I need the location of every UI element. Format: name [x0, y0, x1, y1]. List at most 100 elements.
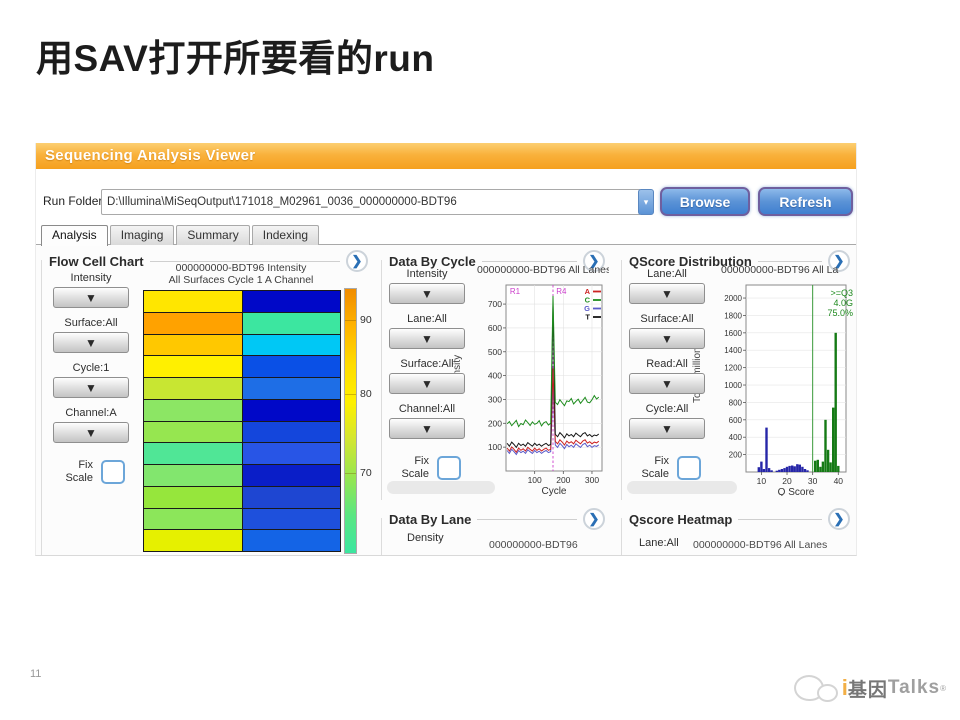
qscore-controls: Lane:All ▼ Surface:All ▼ Read:All ▼ Cycle:All ▼ [621, 264, 713, 448]
svg-text:100: 100 [488, 442, 502, 452]
logo-text: i [841, 675, 848, 700]
tab-analysis[interactable]: Analysis [41, 225, 108, 246]
divider [481, 260, 577, 262]
flow-cell-chart-title: 000000000-BDT96 Intensity All Surfaces C… [139, 262, 343, 286]
tab-indexing[interactable]: Indexing [251, 225, 320, 245]
slide-title: 用SAV打开所要看的run [36, 38, 435, 79]
divider [477, 518, 577, 520]
svg-text:600: 600 [488, 323, 502, 333]
channel-a-dropdown-button[interactable]: ▼ [53, 422, 129, 443]
read-all-dropdown-button[interactable]: ▼ [629, 373, 705, 394]
browse-button[interactable]: Browse [660, 187, 750, 216]
triangle-down-icon: ▼ [421, 421, 433, 436]
logo-text: 基因 [847, 679, 888, 701]
tab-bar: Analysis Imaging Summary Indexing [41, 225, 320, 246]
svg-text:200: 200 [488, 418, 502, 428]
colorbar-tick: 80 [345, 387, 372, 400]
dropdown-label: Channel:A [65, 407, 117, 419]
svg-text:100: 100 [528, 475, 542, 485]
triangle-down-icon: ▼ [85, 290, 97, 305]
svg-text:400: 400 [488, 371, 502, 381]
data-by-cycle-chart: 100 200 300 400 500 600 700 100 200 300 Cycle R1 R4 A… [476, 279, 610, 501]
panel-expand-button[interactable]: ❯ [828, 250, 850, 272]
fix-scale-label: Fix Scale [401, 455, 429, 480]
tab-summary[interactable]: Summary [176, 225, 250, 245]
tab-imaging[interactable]: Imaging [109, 225, 175, 245]
qscore-heatmap-chart-title: 000000000-BDT96 All Lanes [693, 539, 828, 551]
panel-border [621, 518, 622, 555]
svg-text:800: 800 [729, 398, 743, 407]
refresh-button[interactable]: Refresh [758, 187, 853, 216]
flowcell-tile [144, 356, 242, 377]
chart-title-line2: All Surfaces Cycle 1 A Channel [168, 274, 314, 286]
flowcell-tile [144, 291, 242, 312]
surface-all-dropdown-button[interactable]: ▼ [629, 328, 705, 349]
svg-text:75.0%: 75.0% [827, 308, 853, 318]
intensity-dropdown-button[interactable]: ▼ [389, 283, 465, 304]
cycle-1-dropdown-button[interactable]: ▼ [53, 377, 129, 398]
flowcell-tile [144, 443, 242, 464]
flowcell-tile [144, 421, 242, 443]
cycle-all-dropdown-button[interactable]: ▼ [629, 418, 705, 439]
flowcell-tile [144, 378, 242, 399]
surface-all-dropdown-button[interactable]: ▼ [389, 373, 465, 394]
flowcell-tile [242, 312, 340, 334]
intensity-dropdown-button[interactable]: ▼ [53, 287, 129, 308]
flowcell-tile [242, 421, 340, 443]
dropdown-label: Lane:All [407, 313, 447, 325]
flowcell-tile [144, 312, 242, 334]
panel-expand-button[interactable]: ❯ [828, 508, 850, 530]
lane-all-dropdown-button[interactable]: ▼ [389, 328, 465, 349]
fix-scale-checkbox[interactable] [101, 460, 125, 484]
scrollbar[interactable] [387, 481, 495, 494]
flow-cell-controls: Intensity ▼ Surface:All ▼ Cycle:1 ▼ Channel:A ▼ [45, 268, 137, 452]
svg-text:4.0G: 4.0G [833, 298, 853, 308]
scrollbar[interactable] [627, 481, 737, 494]
dropdown-label: Read:All [646, 358, 688, 370]
data-by-cycle-controls: Intensity ▼ Lane:All ▼ Surface:All ▼ Channel:A… [381, 264, 473, 448]
svg-text:Cycle: Cycle [541, 486, 566, 496]
panel-expand-button[interactable]: ❯ [346, 250, 368, 272]
triangle-down-icon: ▼ [661, 286, 673, 301]
qscore-distribution-chart: 200 400 600 800 1000 1200 1400 1600 1800 2000 10 20… [714, 279, 854, 501]
flowcell-tile [144, 465, 242, 486]
colorbar-tick: 90 [345, 313, 372, 326]
lane-all-dropdown-button[interactable]: ▼ [629, 283, 705, 304]
panel-title: Flow Cell Chart [49, 253, 144, 269]
app-title: Sequencing Analysis Viewer [45, 147, 256, 164]
flowcell-tile [242, 508, 340, 530]
colorbar-ticks: 90 80 70 [344, 288, 384, 552]
run-folder-input[interactable] [101, 189, 641, 215]
channel-all-dropdown-button[interactable]: ▼ [389, 418, 465, 439]
dropdown-label: Cycle:1 [72, 362, 110, 374]
qscore-distribution-panel: QScore Distribution ❯ Lane:All ▼ Surface:A… [621, 250, 856, 500]
fix-scale-checkbox[interactable] [677, 456, 701, 480]
panel-border [381, 260, 382, 500]
qscore-heatmap-panel: Qscore Heatmap ❯ Lane:All 000000000-BDT9… [621, 508, 856, 555]
flowcell-tile [242, 530, 340, 551]
fix-scale-label: Fix Scale [641, 455, 669, 480]
triangle-down-icon: ▼ [661, 421, 673, 436]
panel-title: Data By Cycle [389, 253, 476, 269]
svg-text:R1: R1 [510, 287, 521, 296]
flowcell-tile [242, 291, 340, 312]
fix-scale-label: Fix Scale [65, 459, 93, 484]
panel-expand-button[interactable]: ❯ [583, 250, 605, 272]
surface-all-dropdown-button[interactable]: ▼ [53, 332, 129, 353]
svg-text:T: T [585, 313, 590, 322]
run-folder-dropdown-button[interactable]: ▾ [638, 189, 654, 215]
dropdown-label: Surface:All [400, 358, 454, 370]
logo-text: Talks [887, 677, 941, 698]
fix-scale-checkbox[interactable] [437, 456, 461, 480]
panel-expand-button[interactable]: ❯ [583, 508, 605, 530]
svg-text:700: 700 [488, 299, 502, 309]
dropdown-label: Surface:All [640, 313, 694, 325]
dropdown-label: Intensity [70, 272, 112, 284]
dropdown-label: Channel:All [398, 403, 456, 415]
dropdown-label: Intensity [406, 268, 448, 280]
sav-window: Sequencing Analysis Viewer Run Folder: ▾… [35, 143, 857, 556]
panel-border [621, 260, 622, 500]
chevron-right-icon: ❯ [588, 511, 600, 526]
density-label: Density [407, 532, 444, 544]
flowcell-tile [242, 356, 340, 377]
